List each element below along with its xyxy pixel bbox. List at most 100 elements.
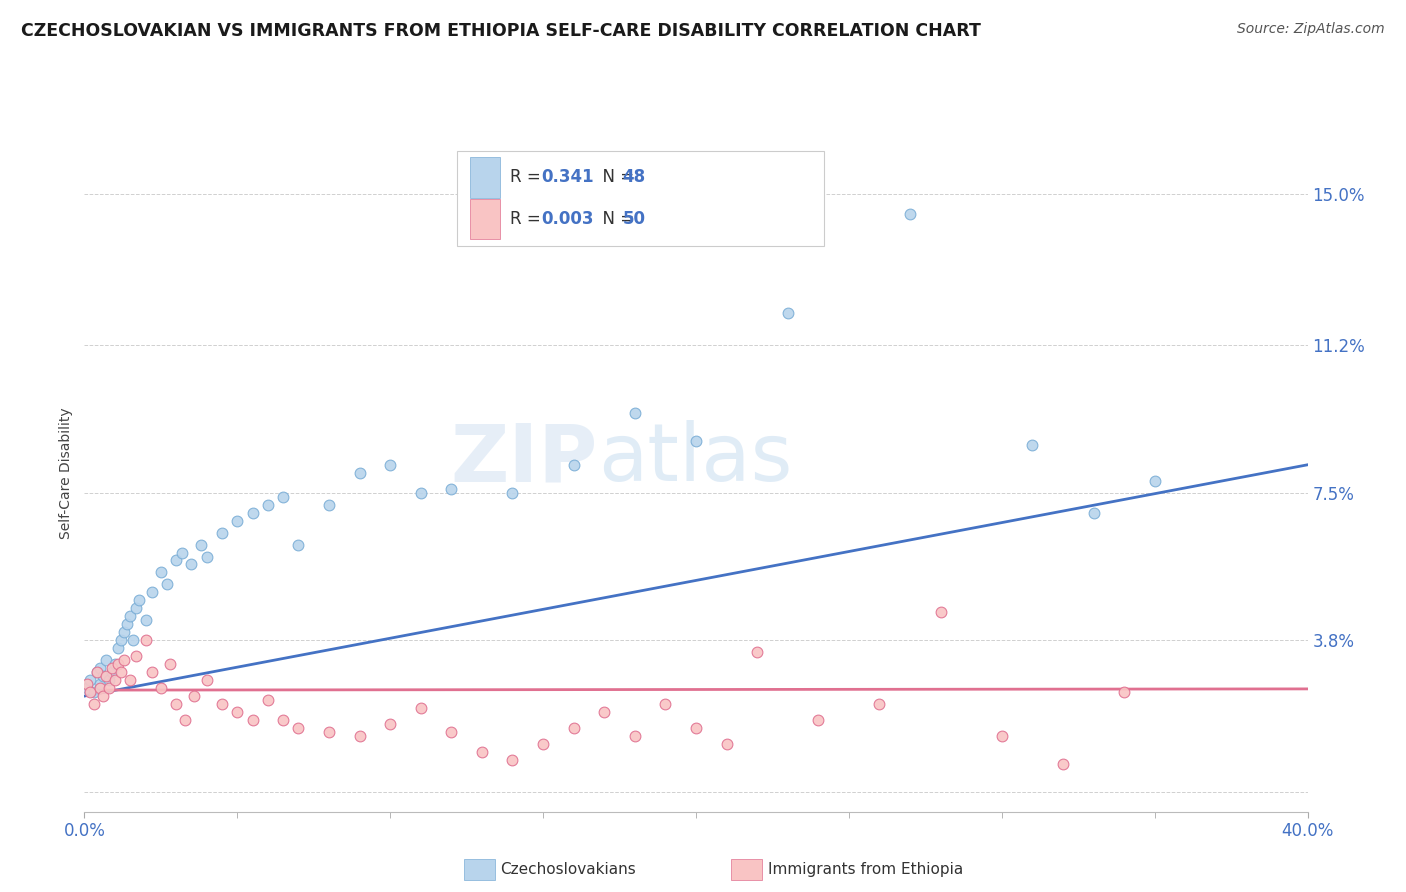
Point — [76, 681, 98, 695]
Point — [122, 633, 145, 648]
Point — [1052, 756, 1074, 771]
Point — [83, 685, 105, 699]
Point — [1114, 685, 1136, 699]
Text: Immigrants from Ethiopia: Immigrants from Ethiopia — [768, 863, 963, 877]
Point — [165, 697, 187, 711]
Point — [107, 641, 129, 656]
Point — [929, 605, 952, 619]
Point — [91, 669, 114, 683]
Point — [112, 625, 135, 640]
Text: R =: R = — [510, 211, 551, 228]
Point — [94, 653, 117, 667]
Point — [180, 558, 202, 572]
Point — [226, 514, 249, 528]
Point — [120, 609, 142, 624]
Point — [125, 649, 148, 664]
Point — [685, 434, 707, 448]
Point — [79, 685, 101, 699]
Point — [141, 665, 163, 680]
Point — [97, 681, 120, 695]
Point — [86, 665, 108, 680]
Point — [149, 681, 172, 695]
Point — [135, 613, 157, 627]
Point — [149, 566, 172, 580]
Point — [1021, 438, 1043, 452]
Point — [380, 717, 402, 731]
Point — [593, 705, 616, 719]
Point — [531, 737, 554, 751]
Point — [747, 645, 769, 659]
Point — [83, 697, 105, 711]
Point — [190, 537, 212, 551]
Point — [654, 697, 676, 711]
Point — [104, 673, 127, 687]
Text: ZIP: ZIP — [451, 420, 598, 499]
Point — [101, 661, 124, 675]
Point — [135, 633, 157, 648]
Text: 0.341: 0.341 — [541, 169, 593, 186]
Point — [195, 673, 218, 687]
Point — [112, 653, 135, 667]
Point — [991, 729, 1014, 743]
Text: N =: N = — [592, 169, 638, 186]
Point — [89, 677, 111, 691]
Point — [869, 697, 891, 711]
Text: 0.003: 0.003 — [541, 211, 593, 228]
Point — [91, 689, 114, 703]
Point — [380, 458, 402, 472]
Point — [165, 553, 187, 567]
Point — [502, 485, 524, 500]
Point — [128, 593, 150, 607]
Point — [101, 665, 124, 680]
Point — [624, 729, 647, 743]
Point — [502, 753, 524, 767]
Point — [271, 713, 294, 727]
Y-axis label: Self-Care Disability: Self-Care Disability — [59, 407, 73, 539]
Point — [226, 705, 249, 719]
Point — [318, 725, 340, 739]
Point — [76, 677, 98, 691]
Point — [898, 206, 921, 220]
Point — [89, 661, 111, 675]
Text: CZECHOSLOVAKIAN VS IMMIGRANTS FROM ETHIOPIA SELF-CARE DISABILITY CORRELATION CHA: CZECHOSLOVAKIAN VS IMMIGRANTS FROM ETHIO… — [21, 22, 981, 40]
Point — [440, 482, 463, 496]
Point — [271, 490, 294, 504]
Point — [807, 713, 830, 727]
Point — [1083, 506, 1105, 520]
Text: R =: R = — [510, 169, 551, 186]
Point — [349, 466, 371, 480]
Point — [242, 506, 264, 520]
Point — [89, 681, 111, 695]
Text: N =: N = — [592, 211, 638, 228]
Point — [349, 729, 371, 743]
Point — [776, 306, 799, 320]
Point — [211, 525, 233, 540]
Point — [110, 633, 132, 648]
Point — [110, 665, 132, 680]
Point — [174, 713, 197, 727]
Point — [94, 669, 117, 683]
Point — [156, 577, 179, 591]
Text: Source: ZipAtlas.com: Source: ZipAtlas.com — [1237, 22, 1385, 37]
Point — [86, 665, 108, 680]
Point — [440, 725, 463, 739]
Point — [257, 693, 280, 707]
Point — [104, 657, 127, 672]
Text: 50: 50 — [623, 211, 645, 228]
Point — [257, 498, 280, 512]
Point — [1143, 474, 1166, 488]
Point — [471, 745, 494, 759]
Point — [624, 406, 647, 420]
Point — [562, 721, 585, 735]
Point — [287, 721, 309, 735]
Text: atlas: atlas — [598, 420, 793, 499]
Point — [211, 697, 233, 711]
Point — [562, 458, 585, 472]
Point — [409, 701, 432, 715]
Point — [318, 498, 340, 512]
Point — [79, 673, 101, 687]
Point — [409, 485, 432, 500]
Point — [685, 721, 707, 735]
Point — [242, 713, 264, 727]
Point — [716, 737, 738, 751]
